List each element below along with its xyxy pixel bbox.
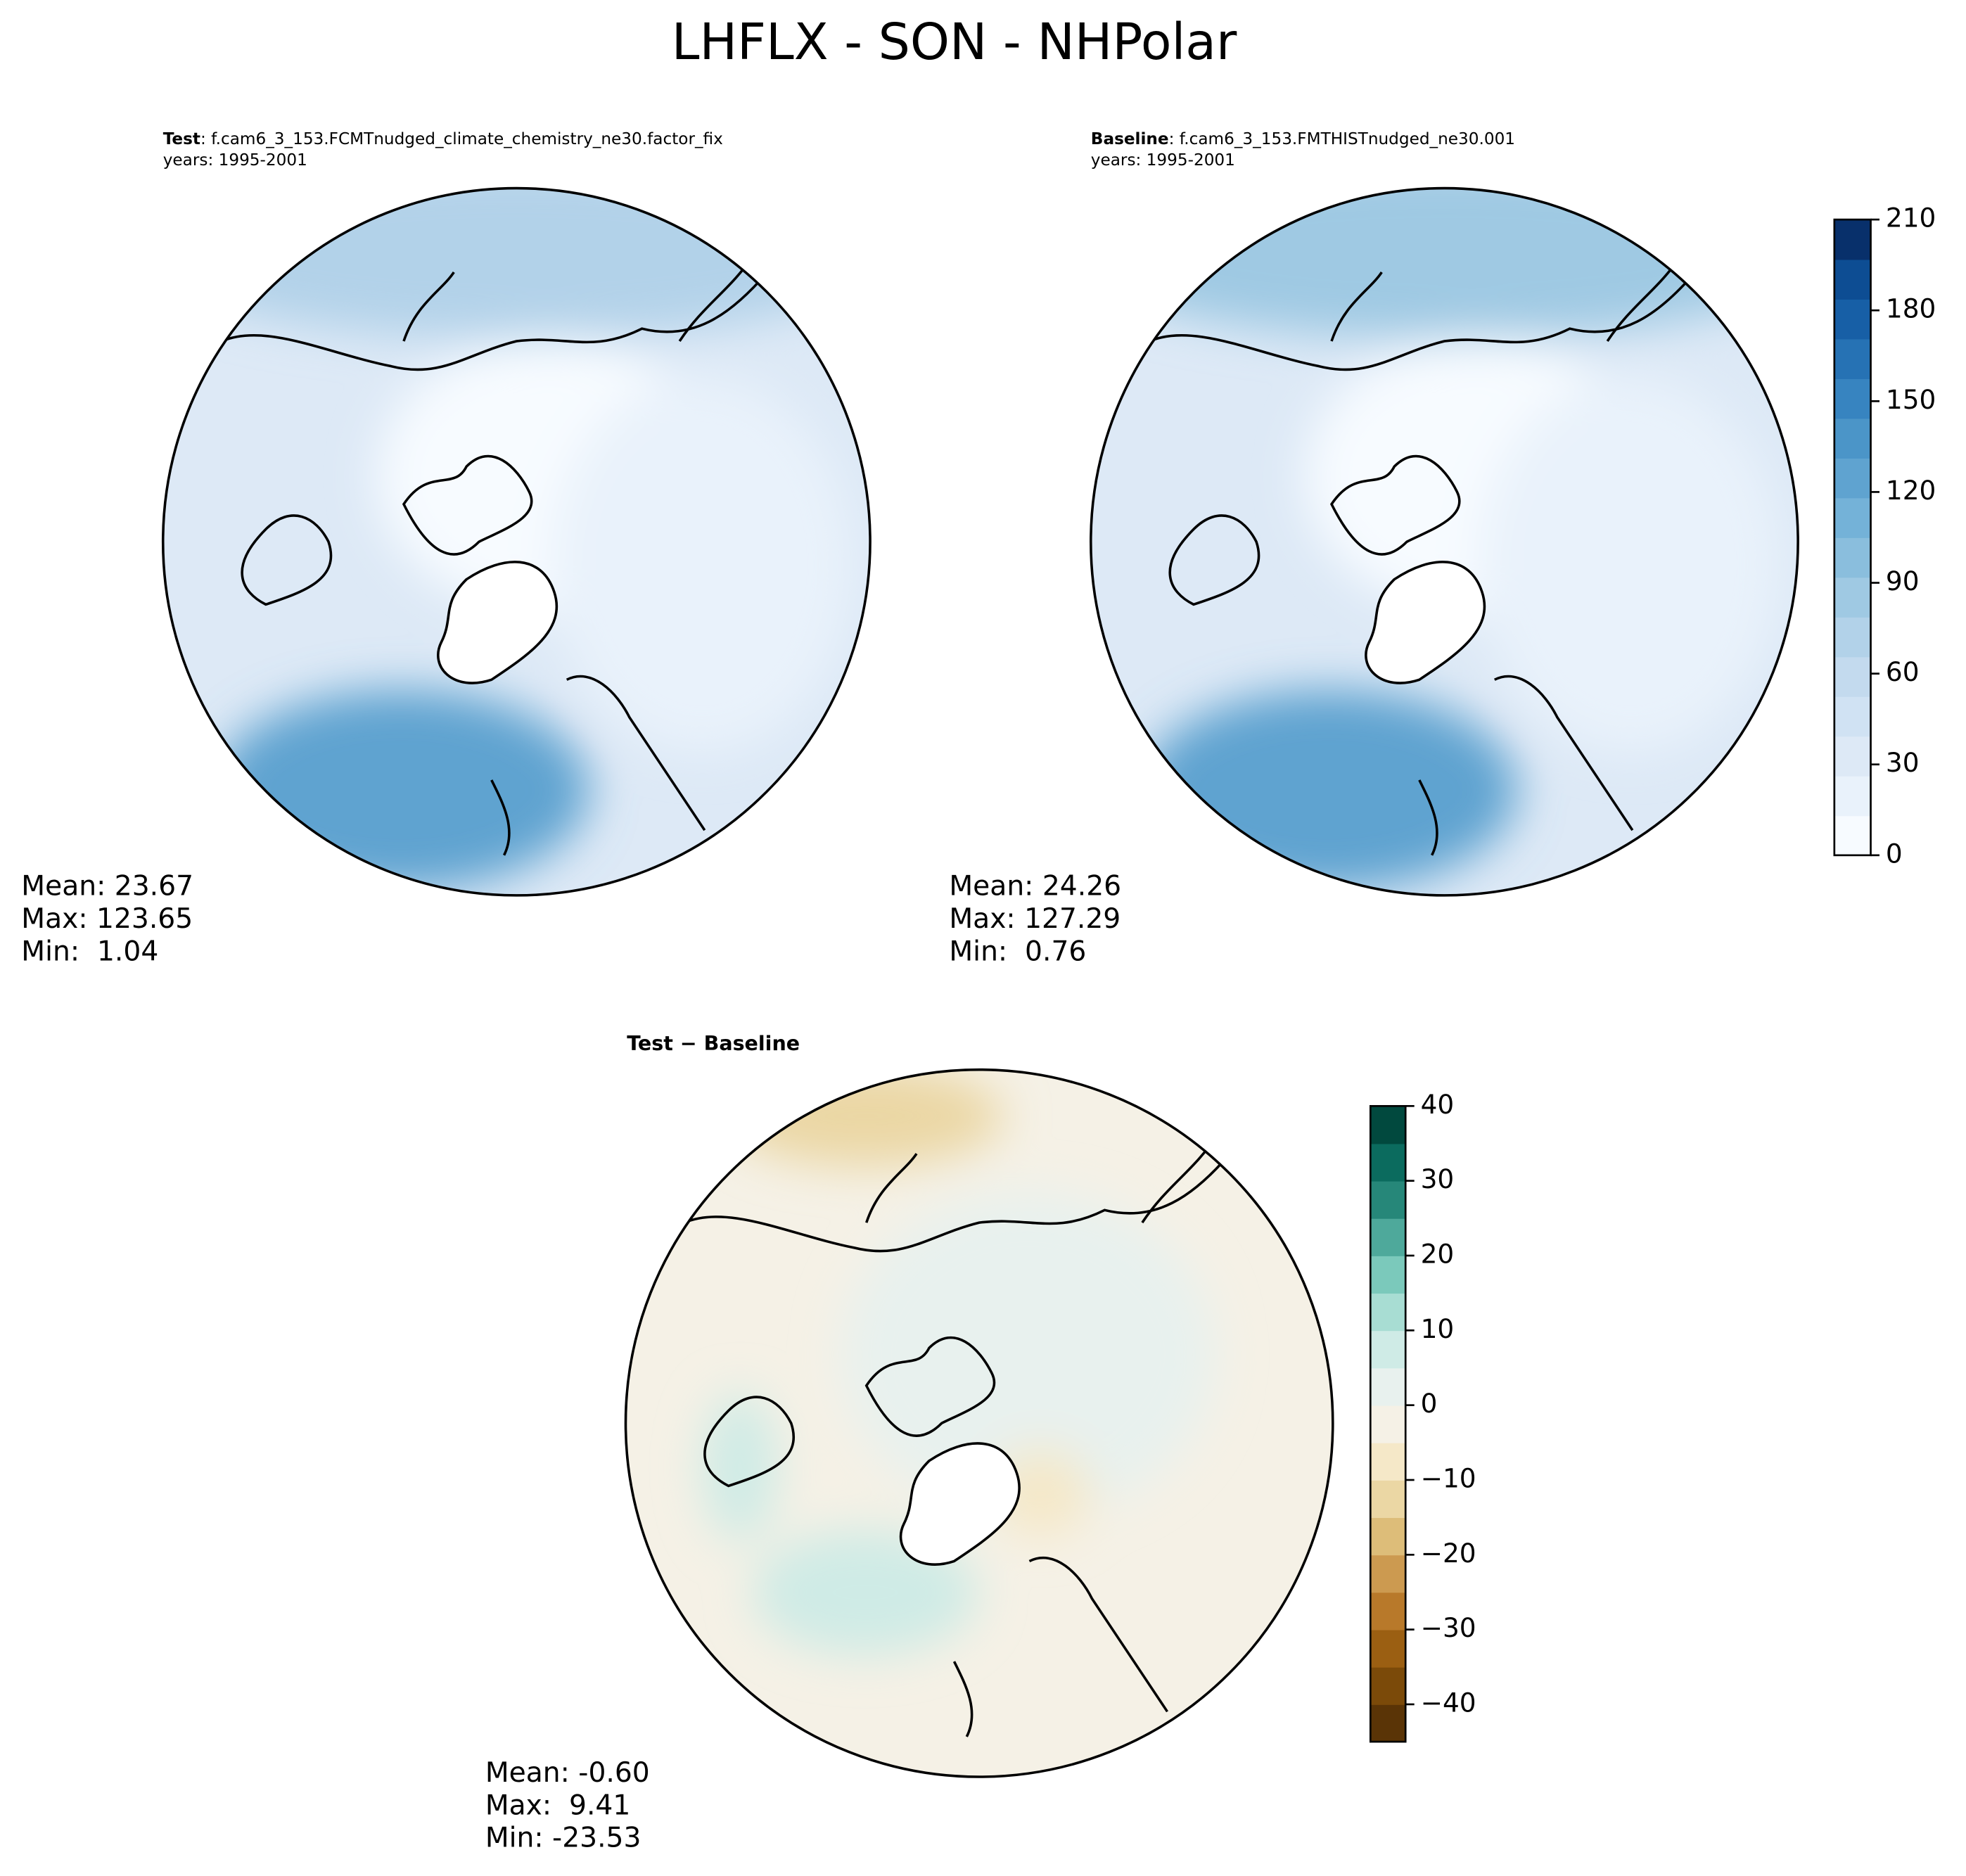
colorbar-band (1370, 1704, 1406, 1742)
colorbar-tick-label: −20 (1421, 1538, 1476, 1569)
colorbar-frame (1369, 1105, 1407, 1743)
stat-line: Max: 127.29 (949, 903, 1121, 935)
figure-title: LHFLX - SON - NHPolar (672, 13, 1237, 71)
panel-subtitle: Baseline: f.cam6_3_153.FMTHISTnudged_ne3… (1091, 129, 1515, 148)
colorbar-band (1834, 458, 1871, 499)
stat-line: Min: -23.53 (485, 1823, 641, 1854)
colorbar-band (1370, 1479, 1406, 1519)
panel-case: : f.cam6_3_153.FCMTnudged_climate_chemis… (200, 129, 723, 148)
map-border (161, 186, 872, 897)
colorbar-band (1370, 1330, 1406, 1369)
panel-name: Baseline (1091, 129, 1169, 148)
colorbar-tick-label: 0 (1886, 838, 1903, 869)
colorbar-band (1370, 1629, 1406, 1668)
colorbar-band (1370, 1293, 1406, 1332)
colorbar-band (1370, 1442, 1406, 1481)
colorbar-band (1370, 1555, 1406, 1593)
colorbar-band (1834, 378, 1871, 419)
colorbar-tick-label: 150 (1886, 384, 1936, 415)
colorbar-tick-label: −10 (1421, 1462, 1476, 1493)
colorbar-band (1834, 815, 1871, 856)
colorbar-frame (1833, 218, 1872, 857)
colorbar-band (1834, 696, 1871, 737)
colorbar-band (1370, 1180, 1406, 1219)
colorbar-band (1834, 497, 1871, 538)
colorbar-tick-label: 20 (1421, 1239, 1455, 1270)
map-baseline (1090, 188, 1799, 895)
colorbar-band (1370, 1367, 1406, 1406)
stat-line: Mean: 24.26 (949, 871, 1121, 902)
colorbar-band (1834, 537, 1871, 578)
stat-line: Mean: 23.67 (21, 871, 193, 902)
colorbar-tick-label: 40 (1421, 1089, 1455, 1120)
stat-line: Max: 123.65 (21, 903, 193, 935)
colorbar-band (1370, 1143, 1406, 1182)
colorbar-tick-label: 0 (1421, 1388, 1438, 1419)
panel-case: : f.cam6_3_153.FMTHISTnudged_ne30.001 (1169, 129, 1515, 148)
colorbar-tick-label: 120 (1886, 475, 1936, 506)
panel-name: Test (163, 129, 200, 148)
colorbar-band (1370, 1666, 1406, 1705)
colorbar-band (1370, 1592, 1406, 1631)
colorbar-band (1370, 1517, 1406, 1556)
stat-line: Mean: -0.60 (485, 1757, 650, 1789)
colorbar-band (1370, 1405, 1406, 1443)
map-border (624, 1068, 1334, 1778)
colorbar-band (1834, 219, 1871, 260)
colorbar-tick-label: 90 (1886, 566, 1920, 596)
colorbar-band (1834, 616, 1871, 658)
stat-line: Max: 9.41 (485, 1789, 630, 1821)
colorbar-tick-label: −30 (1421, 1612, 1476, 1643)
map-difference (625, 1069, 1333, 1778)
colorbar-band (1834, 418, 1871, 459)
panel-years: years: 1995-2001 (163, 151, 307, 170)
map-border (1090, 186, 1799, 897)
stat-line: Min: 0.76 (949, 936, 1086, 967)
colorbar-band (1834, 656, 1871, 697)
colorbar-tick-label: 10 (1421, 1313, 1455, 1344)
colorbar-band (1834, 299, 1871, 340)
colorbar-tick-label: 30 (1421, 1163, 1455, 1194)
colorbar-tick-label: 180 (1886, 293, 1936, 324)
colorbar-band (1834, 259, 1871, 300)
colorbar-band (1834, 775, 1871, 817)
colorbar-tick-label: 60 (1886, 656, 1920, 687)
colorbar-band (1834, 736, 1871, 777)
colorbar-band (1370, 1106, 1406, 1144)
colorbar-tick-label: 30 (1886, 747, 1920, 778)
stat-line: Min: 1.04 (21, 936, 158, 967)
colorbar-band (1834, 577, 1871, 618)
panel-subtitle: Test: f.cam6_3_153.FCMTnudged_climate_ch… (163, 129, 723, 148)
colorbar-band (1370, 1256, 1406, 1294)
colorbar-band (1834, 338, 1871, 379)
map-test (162, 188, 871, 895)
colorbar-tick-label: −40 (1421, 1687, 1476, 1718)
colorbar-band (1370, 1218, 1406, 1256)
colorbar-tick-label: 210 (1886, 203, 1936, 234)
panel-title: Test − Baseline (627, 1032, 800, 1055)
panel-years: years: 1995-2001 (1091, 151, 1235, 170)
